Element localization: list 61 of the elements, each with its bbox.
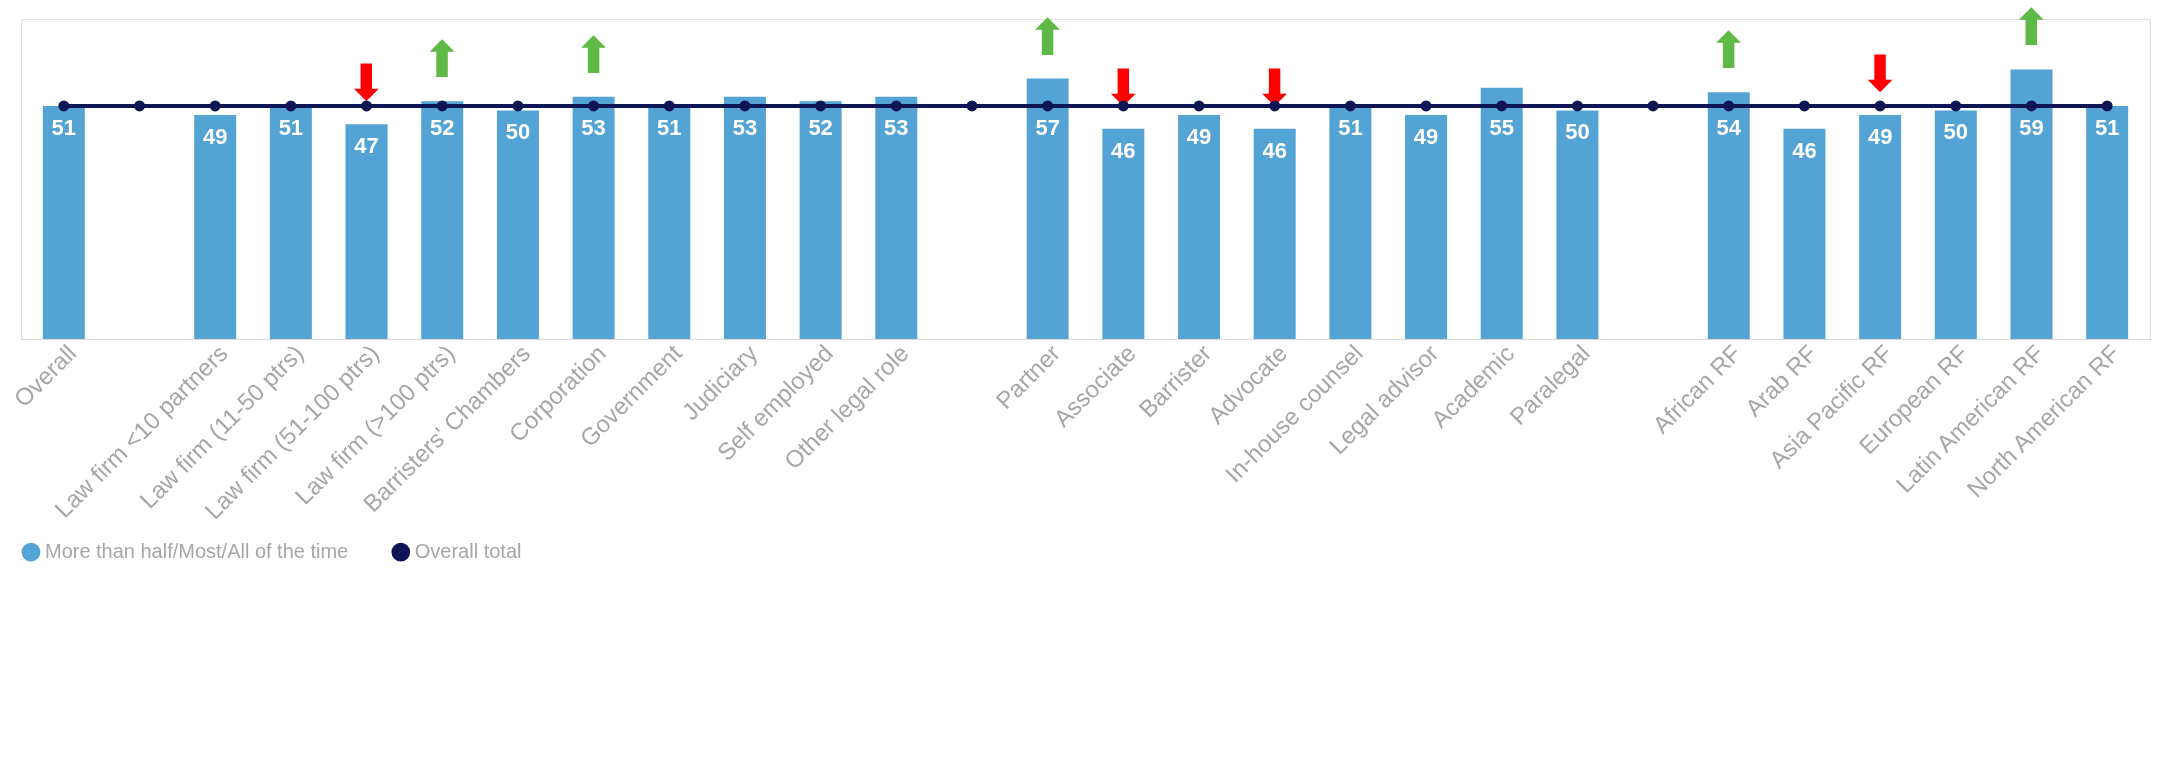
annotation: ⬆ — [421, 31, 464, 90]
data-label: 51 — [51, 114, 77, 140]
bar — [269, 105, 312, 339]
bar — [2086, 105, 2129, 339]
data-label: 49 — [1867, 124, 1893, 150]
annotation: ⬆ — [1707, 22, 1750, 81]
data-label: 51 — [2094, 114, 2120, 140]
bar — [2010, 69, 2053, 339]
annotation: ⬆ — [2010, 0, 2053, 58]
data-label: 51 — [1338, 114, 1363, 140]
annotation: ⬆ — [572, 26, 615, 85]
bar — [1480, 87, 1523, 339]
bar — [1707, 92, 1750, 339]
annotation: ⬆ — [1026, 8, 1069, 67]
bar — [1556, 110, 1599, 339]
bar — [345, 124, 388, 339]
bar — [1026, 78, 1069, 339]
bar — [421, 101, 464, 339]
bar — [1783, 128, 1826, 339]
legend-label: More than half/Most/All of the time — [44, 540, 349, 563]
data-label: 49 — [202, 124, 228, 150]
bar — [1934, 110, 1977, 339]
data-label: 57 — [1035, 114, 1060, 140]
bar — [572, 96, 615, 339]
bar — [1859, 115, 1902, 339]
data-label: 49 — [1186, 124, 1212, 150]
data-label: 49 — [1413, 124, 1439, 150]
bar — [496, 110, 539, 339]
data-label: 53 — [884, 114, 909, 140]
bar — [648, 105, 691, 339]
data-label: 52 — [430, 114, 455, 140]
data-label: 50 — [1943, 119, 1969, 145]
data-label: 46 — [1792, 137, 1817, 163]
data-label: 53 — [581, 114, 606, 140]
data-label: 50 — [1565, 119, 1590, 145]
annotation: ⬇ — [1102, 58, 1145, 117]
bar — [1405, 115, 1448, 339]
annotation: ⬇ — [345, 54, 388, 113]
data-label: 50 — [505, 119, 531, 145]
data-label: 46 — [1111, 137, 1136, 163]
data-label: 52 — [808, 114, 833, 140]
bar — [1329, 105, 1372, 339]
data-label: 51 — [657, 114, 682, 140]
data-label: 47 — [354, 133, 379, 159]
bar — [723, 96, 766, 339]
data-label: 55 — [1489, 114, 1514, 140]
legend-label: Overall total — [414, 540, 522, 563]
annotation: ⬇ — [1859, 45, 1902, 104]
data-label: 54 — [1716, 114, 1742, 140]
annotation: ⬇ — [1253, 58, 1296, 117]
data-label: 46 — [1262, 137, 1287, 163]
data-label: 59 — [2019, 114, 2044, 140]
data-label: 53 — [732, 114, 758, 140]
bar — [42, 105, 85, 339]
bar — [875, 96, 918, 339]
bar — [799, 101, 842, 339]
data-label: 51 — [278, 114, 304, 140]
bar — [1178, 115, 1221, 339]
bar — [194, 115, 237, 339]
bar — [1102, 128, 1145, 339]
bar — [1253, 128, 1296, 339]
